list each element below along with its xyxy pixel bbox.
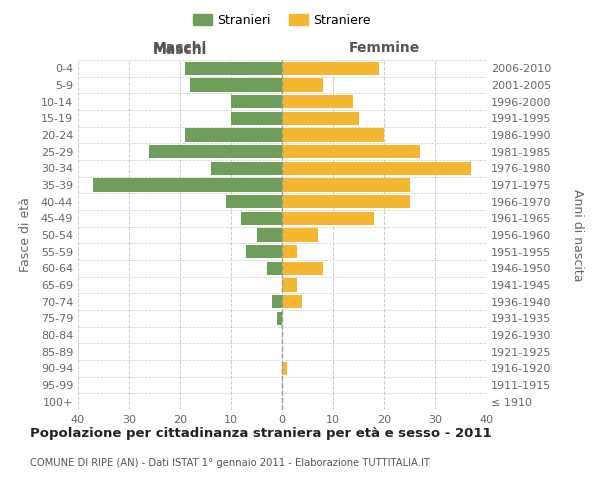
Bar [282,212,374,225]
Bar [282,278,298,291]
Bar [282,362,287,375]
Bar [149,145,282,158]
Bar [282,78,323,92]
Bar [185,62,282,75]
Bar [282,295,302,308]
Y-axis label: Anni di nascita: Anni di nascita [571,188,584,281]
Bar [282,62,379,75]
Bar [282,195,410,208]
Bar [185,128,282,141]
Text: Maschi: Maschi [153,42,207,56]
Bar [231,112,282,125]
Bar [247,245,282,258]
Bar [282,112,359,125]
Bar [226,195,282,208]
Bar [272,295,282,308]
Y-axis label: Fasce di età: Fasce di età [19,198,32,272]
Bar [282,228,318,241]
Bar [282,162,471,175]
Bar [282,262,323,275]
Bar [282,95,353,108]
Bar [267,262,282,275]
Legend: Stranieri, Straniere: Stranieri, Straniere [188,8,376,32]
Bar [231,95,282,108]
Bar [94,178,282,192]
Bar [257,228,282,241]
Bar [282,178,410,192]
Text: Femmine: Femmine [349,41,419,55]
Bar [190,78,282,92]
Text: Popolazione per cittadinanza straniera per età e sesso - 2011: Popolazione per cittadinanza straniera p… [30,428,491,440]
Bar [277,312,282,325]
Bar [282,145,420,158]
Bar [282,245,298,258]
Text: Maschi: Maschi [153,41,207,55]
Bar [211,162,282,175]
Text: COMUNE DI RIPE (AN) - Dati ISTAT 1° gennaio 2011 - Elaborazione TUTTITALIA.IT: COMUNE DI RIPE (AN) - Dati ISTAT 1° genn… [30,458,430,468]
Bar [282,128,384,141]
Bar [241,212,282,225]
